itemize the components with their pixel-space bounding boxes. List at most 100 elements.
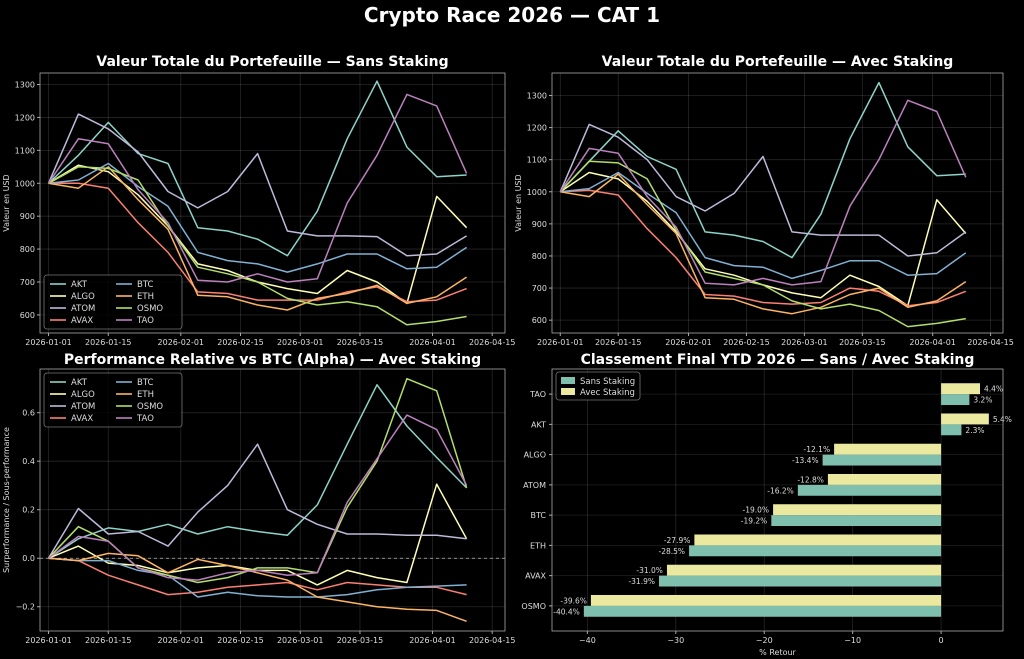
x-tick-label: 2026-03-15 <box>839 338 886 347</box>
x-tick-label: 2026-04-15 <box>469 636 516 645</box>
bar-atom-sans <box>797 484 942 496</box>
legend-label: ALGO <box>71 292 95 302</box>
x-tick-label: 2026-02-01 <box>665 338 712 347</box>
y-axis-label: Valeur en USD <box>2 174 11 231</box>
y-tick-label: 0.0 <box>22 554 35 563</box>
line-chart-1: 2026-01-01 2026-01-15 2026-02-01 2026-02-15… <box>514 54 1014 347</box>
bar-value-label: -13.4% <box>792 456 819 465</box>
bar-tao-sans <box>941 394 970 406</box>
bar-eth-sans <box>689 545 942 557</box>
bar-value-label: -39.6% <box>560 596 587 605</box>
y-tick-label: 600 <box>20 311 35 320</box>
legend-label: AVAX <box>71 414 93 424</box>
bar-value-label: -27.9% <box>664 536 691 545</box>
category-label: TAO <box>529 390 546 399</box>
legend-label: AKT <box>71 280 88 290</box>
x-tick-label: 2026-02-15 <box>217 338 264 347</box>
bar-value-label: 4.4% <box>984 385 1003 394</box>
category-label: AKT <box>531 420 546 429</box>
chart-title: Valeur Totale du Portefeuille — Avec Sta… <box>602 54 954 70</box>
legend-label: OSMO <box>137 402 163 412</box>
legend-label: ATOM <box>71 304 95 314</box>
bar-value-label: -19.2% <box>741 517 768 526</box>
legend-label: ETH <box>137 390 154 400</box>
legend: AKT ALGO ATOM AVAX BTC ETH OSMO TAO <box>43 372 183 428</box>
category-label: AVAX <box>525 572 546 581</box>
series-line-akt <box>48 384 468 559</box>
bar-atom-avec <box>827 473 942 485</box>
x-tick-label: 2026-04-15 <box>469 338 516 347</box>
x-tick-label: 2026-04-01 <box>409 636 456 645</box>
x-tick-label: 0 <box>939 636 944 645</box>
series-line-eth <box>48 552 467 623</box>
series-line-atom <box>47 443 467 559</box>
legend-label: ETH <box>137 292 154 302</box>
bar-value-label: -40.4% <box>553 607 580 616</box>
x-tick-label: 2026-03-15 <box>337 636 384 645</box>
y-axis-label: Surperformance / Sous-performance <box>2 427 11 573</box>
legend: AKT ALGO ATOM AVAX BTC ETH OSMO TAO <box>43 274 183 330</box>
x-tick-label: 2026-04-01 <box>909 338 956 347</box>
y-tick-label: −0.2 <box>16 603 35 612</box>
bar-value-label: 3.2% <box>973 396 992 405</box>
x-tick-label: 2026-02-15 <box>723 338 770 347</box>
x-tick-label: 2026-01-01 <box>25 338 72 347</box>
x-tick-label: 2026-03-01 <box>277 636 324 645</box>
y-tick-label: 1200 <box>15 113 35 122</box>
bar-chart-3: −40 −30 −20 −10 0 TAO AKT ALGO ATOM BTC ETH AVAX OSM… <box>521 352 1011 657</box>
bar-value-label: -28.5% <box>659 547 686 556</box>
legend-label: BTC <box>137 280 154 290</box>
bar-osmo-sans <box>583 605 942 617</box>
category-label: ETH <box>530 541 546 550</box>
series-line-atom <box>47 113 467 257</box>
legend-label: Sans Staking <box>580 377 635 387</box>
plot-frame <box>39 72 506 334</box>
y-tick-label: 1000 <box>15 179 35 188</box>
legend-label: TAO <box>136 316 154 326</box>
legend-label: ATOM <box>71 402 95 412</box>
x-tick-label: 2026-01-15 <box>595 338 642 347</box>
bar-value-label: -31.0% <box>636 566 663 575</box>
y-tick-label: 1000 <box>527 188 547 197</box>
bar-btc-sans <box>771 515 942 527</box>
y-tick-label: 0.6 <box>22 409 35 418</box>
series-line-btc <box>48 162 468 273</box>
x-tick-label: 2026-03-01 <box>277 338 324 347</box>
x-tick-label: 2026-02-15 <box>217 636 264 645</box>
series-line-btc <box>48 557 467 598</box>
series-line-eth <box>560 173 967 315</box>
chart-title: Valeur Totale du Portefeuille — Sans Sta… <box>96 54 448 70</box>
bar-avax-avec <box>666 564 942 576</box>
legend-label: Avec Staking <box>580 388 635 398</box>
legend-swatch <box>561 377 575 384</box>
legend-box <box>43 274 183 330</box>
category-label: ALGO <box>524 451 546 460</box>
bar-akt-avec <box>941 413 989 425</box>
series-line-osmo <box>48 166 467 326</box>
bar-avax-sans <box>659 575 942 587</box>
series-line-tao <box>47 93 468 283</box>
y-axis-label: Valeur en USD <box>514 174 523 231</box>
legend-swatch <box>561 388 575 395</box>
x-tick-label: 2026-04-15 <box>967 338 1014 347</box>
bar-value-label: -12.8% <box>797 475 824 484</box>
y-tick-label: 0.2 <box>22 506 35 515</box>
bar-btc-avec <box>773 504 942 516</box>
series-line-tao <box>559 99 967 286</box>
y-tick-label: 800 <box>20 245 35 254</box>
plot-frame <box>551 72 1004 334</box>
figure-title: Crypto Race 2026 — CAT 1 <box>364 3 660 27</box>
series-line-akt <box>47 80 467 257</box>
line-chart-2: 2026-01-01 2026-01-15 2026-02-01 2026-02-15… <box>2 352 515 645</box>
y-tick-label: 900 <box>532 220 547 229</box>
bar-akt-sans <box>941 424 962 436</box>
bar-value-label: -31.9% <box>628 577 655 586</box>
bar-algo-avec <box>834 443 942 455</box>
x-axis-label: % Retour <box>759 648 796 657</box>
y-tick-label: 1100 <box>15 146 35 155</box>
y-tick-label: 800 <box>532 252 547 261</box>
y-tick-label: 600 <box>532 316 547 325</box>
y-tick-label: 700 <box>532 284 547 293</box>
bar-value-label: -16.2% <box>767 486 794 495</box>
